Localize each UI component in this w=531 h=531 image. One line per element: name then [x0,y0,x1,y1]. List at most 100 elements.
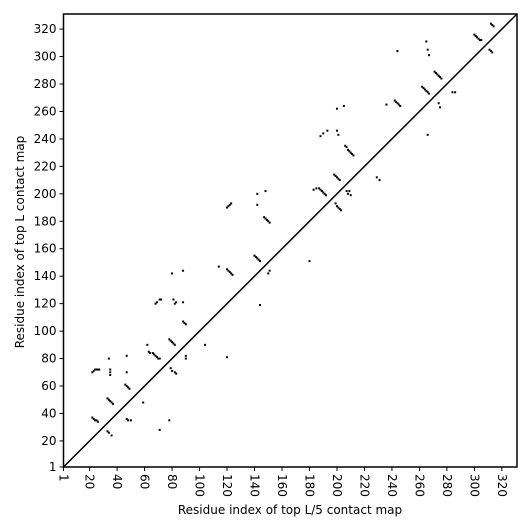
contact-point [437,102,440,105]
contact-point [426,91,429,94]
contact-point [434,72,437,75]
x-tick-label: 280 [440,474,454,497]
contact-point [326,129,329,132]
contact-point [352,154,355,157]
contact-point [160,298,163,301]
x-tick-label: 100 [193,474,207,497]
contact-point [268,221,271,224]
x-tick-label: 300 [467,474,481,497]
contact-point [437,74,440,77]
contact-point [345,190,348,193]
contact-point [226,268,229,271]
diagonal [62,13,518,468]
x-tick-label: 200 [330,474,344,497]
contact-point [183,321,186,324]
contact-point [477,37,480,40]
contact-point [125,371,128,374]
contact-point [397,103,400,106]
contact-point [422,87,425,90]
y-tick-label: 280 [34,77,57,91]
contact-point [95,368,98,371]
contact-point [257,258,260,261]
contact-point [319,135,322,138]
contact-point [337,177,340,180]
contact-point [256,257,259,260]
contact-point [254,255,257,258]
contact-point [473,33,476,36]
contact-point [110,434,113,437]
contact-point [182,269,185,272]
plot-frame [62,13,518,468]
y-tick-label: 1 [49,460,57,474]
contact-point [127,386,130,389]
x-tick-label: 20 [83,474,97,489]
contact-point [125,354,128,357]
y-axis-label: Residue index of top L contact map [13,136,27,349]
contact-point [204,343,207,346]
contact-point [319,188,322,191]
contact-point [91,416,94,419]
contact-point [147,350,150,353]
contact-point [155,356,158,359]
contact-point [346,192,349,195]
contact-point [228,271,231,274]
contact-point [109,374,112,377]
contact-point [318,187,321,190]
contact-point [168,419,171,422]
contact-point [172,342,175,345]
contact-point [338,207,341,210]
contact-point [96,368,99,371]
contact-point [478,39,481,42]
contact-point [226,206,229,209]
contact-point [184,357,187,360]
contact-point [106,397,109,400]
contact-point [171,369,174,372]
contact-point [125,385,128,388]
contact-point [342,104,345,107]
contact-point [91,371,94,374]
contact-point [436,73,439,76]
contact-point [92,369,95,372]
contact-point [172,298,175,301]
y-tick-label: 240 [34,132,57,146]
contact-point [230,272,233,275]
contact-point [488,48,491,51]
contact-point [396,50,399,53]
y-tick-label: 200 [34,187,57,201]
contact-point [175,372,178,375]
contact-point [315,187,318,190]
contact-point [476,36,479,39]
contact-point [335,107,338,110]
contact-point [425,40,428,43]
contact-point [345,146,348,149]
contact-point [171,272,174,275]
contact-point [474,34,477,37]
contact-point [107,398,110,401]
y-tick-label: 220 [34,159,57,173]
contact-point [146,343,149,346]
contact-point [173,343,176,346]
contact-point [425,89,428,92]
contact-point [184,323,187,326]
x-tick-label: 60 [138,474,152,489]
contact-point [155,301,158,304]
contact-point [439,106,442,109]
contact-point [335,176,338,179]
contact-point [333,173,336,176]
x-tick-label: 240 [385,474,399,497]
contact-point [231,273,234,276]
contact-point [451,91,454,94]
contact-point [322,191,325,194]
contact-point [173,302,176,305]
contact-point [324,194,327,197]
contact-point [426,133,429,136]
contact-point [491,23,494,26]
contact-point [375,176,378,179]
contact-point [153,353,156,356]
contact-point [96,420,99,423]
contact-point [111,402,114,405]
contact-point [110,401,113,404]
contact-point [154,354,157,357]
contact-point [399,104,402,107]
